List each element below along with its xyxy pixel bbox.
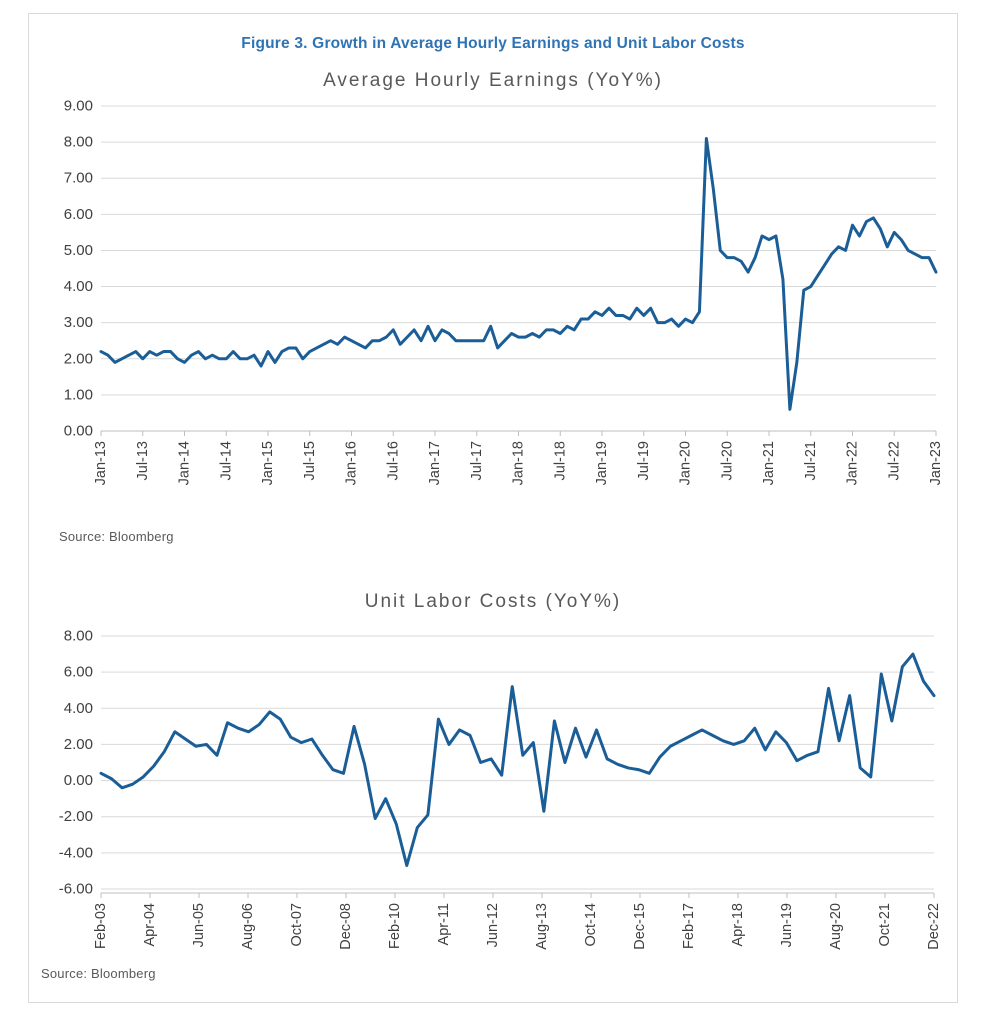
series-line xyxy=(99,137,938,411)
y-tick-label: 8.00 xyxy=(64,628,93,645)
x-tick-label: Jan-17 xyxy=(427,441,443,485)
y-tick-label: 0.00 xyxy=(64,772,93,789)
x-tick-label: Jan-15 xyxy=(260,441,276,485)
axis-ticks xyxy=(100,892,935,898)
gridlines xyxy=(101,105,936,432)
axis-ticks xyxy=(100,430,937,436)
x-tick-label: Oct-14 xyxy=(583,903,599,947)
figure-title: Figure 3. Growth in Average Hourly Earni… xyxy=(241,35,745,52)
x-tick-label: Jan-18 xyxy=(511,441,527,485)
x-tick-label: Aug-13 xyxy=(534,903,550,950)
x-tick-label: Jun-19 xyxy=(779,903,795,947)
x-tick-label: Jul-22 xyxy=(886,441,902,481)
x-tick-label: Jul-19 xyxy=(636,441,652,481)
x-tick-label: Jun-05 xyxy=(191,903,207,947)
x-tick-label: Jul-16 xyxy=(385,441,401,481)
x-tick-label: Jul-21 xyxy=(803,441,819,481)
x-tick-label: Jul-13 xyxy=(135,441,151,481)
source-note-ahe: Source: Bloomberg xyxy=(59,529,174,544)
x-tick-label: Feb-17 xyxy=(681,903,697,949)
x-tick-label: Jan-22 xyxy=(845,441,861,485)
y-axis-labels: 8.00 6.00 4.00 2.00 0.00 -2.00 -4.00 -6.00 xyxy=(59,628,93,898)
source-note-ulc: Source: Bloomberg xyxy=(41,966,156,981)
x-tick-label: Apr-04 xyxy=(142,903,158,947)
y-tick-label: 0.00 xyxy=(64,423,93,440)
chart-ahe-plot: 9.00 8.00 7.00 6.00 5.00 4.00 3.00 2.00 1.00 0.00… xyxy=(64,98,944,486)
x-tick-label: Dec-15 xyxy=(632,903,648,950)
x-tick-label: Jul-17 xyxy=(469,441,485,481)
x-tick-label: Jan-13 xyxy=(93,441,109,485)
chart-ulc-plot: 8.00 6.00 4.00 2.00 0.00 -2.00 -4.00 -6.00Feb-0… xyxy=(59,628,942,950)
x-tick-label: Jul-15 xyxy=(302,441,318,481)
x-tick-label: Oct-07 xyxy=(289,903,305,947)
x-tick-label: Jan-19 xyxy=(594,441,610,485)
y-tick-label: 3.00 xyxy=(64,314,93,331)
chart-ahe-title: Average Hourly Earnings (YoY%) xyxy=(323,70,663,91)
x-tick-label: Apr-18 xyxy=(730,903,746,947)
x-tick-label: Aug-06 xyxy=(240,903,256,950)
y-tick-label: -2.00 xyxy=(59,808,93,825)
figure-panel: Figure 3. Growth in Average Hourly Earni… xyxy=(28,13,958,1003)
x-tick-label: Jan-16 xyxy=(344,441,360,485)
x-tick-label: Dec-08 xyxy=(338,903,354,950)
y-tick-label: 2.00 xyxy=(64,350,93,367)
gridlines xyxy=(101,635,934,890)
x-tick-label: Jan-23 xyxy=(928,441,944,485)
y-tick-label: 4.00 xyxy=(64,700,93,717)
y-tick-label: -6.00 xyxy=(59,881,93,898)
x-tick-label: Jul-18 xyxy=(552,441,568,481)
x-axis-labels: Jan-13 Jul-13 Jan-14 Jul-14 Jan-15 Jul-15 Jan-… xyxy=(93,441,944,485)
y-tick-label: 9.00 xyxy=(64,98,93,115)
chart-ulc-title: Unit Labor Costs (YoY%) xyxy=(364,591,622,612)
y-tick-label: 6.00 xyxy=(64,664,93,681)
x-tick-label: Aug-20 xyxy=(828,903,844,950)
y-tick-label: 1.00 xyxy=(64,386,93,403)
x-tick-label: Jan-14 xyxy=(177,441,193,485)
y-tick-label: 6.00 xyxy=(64,206,93,223)
y-tick-label: -4.00 xyxy=(59,844,93,861)
x-tick-label: Jan-20 xyxy=(678,441,694,485)
y-axis-labels: 9.00 8.00 7.00 6.00 5.00 4.00 3.00 2.00 1.00 0.00 xyxy=(64,98,93,440)
series-line xyxy=(99,652,936,868)
x-tick-label: Jul-20 xyxy=(719,441,735,481)
y-tick-label: 2.00 xyxy=(64,736,93,753)
x-tick-label: Feb-10 xyxy=(387,903,403,949)
y-tick-label: 5.00 xyxy=(64,242,93,259)
x-tick-label: Feb-03 xyxy=(93,903,109,949)
x-tick-label: Jan-21 xyxy=(761,441,777,485)
x-tick-label: Jul-14 xyxy=(218,441,234,481)
y-tick-label: 4.00 xyxy=(64,278,93,295)
x-tick-label: Apr-11 xyxy=(436,903,452,945)
x-tick-label: Dec-22 xyxy=(926,903,942,950)
x-tick-label: Oct-21 xyxy=(877,903,893,947)
y-tick-label: 8.00 xyxy=(64,134,93,151)
x-axis-labels: Feb-03 Apr-04 Jun-05 Aug-06 Oct-07 Dec-08 Feb-… xyxy=(93,903,942,950)
x-tick-label: Jun-12 xyxy=(485,903,501,947)
y-tick-label: 7.00 xyxy=(64,170,93,187)
